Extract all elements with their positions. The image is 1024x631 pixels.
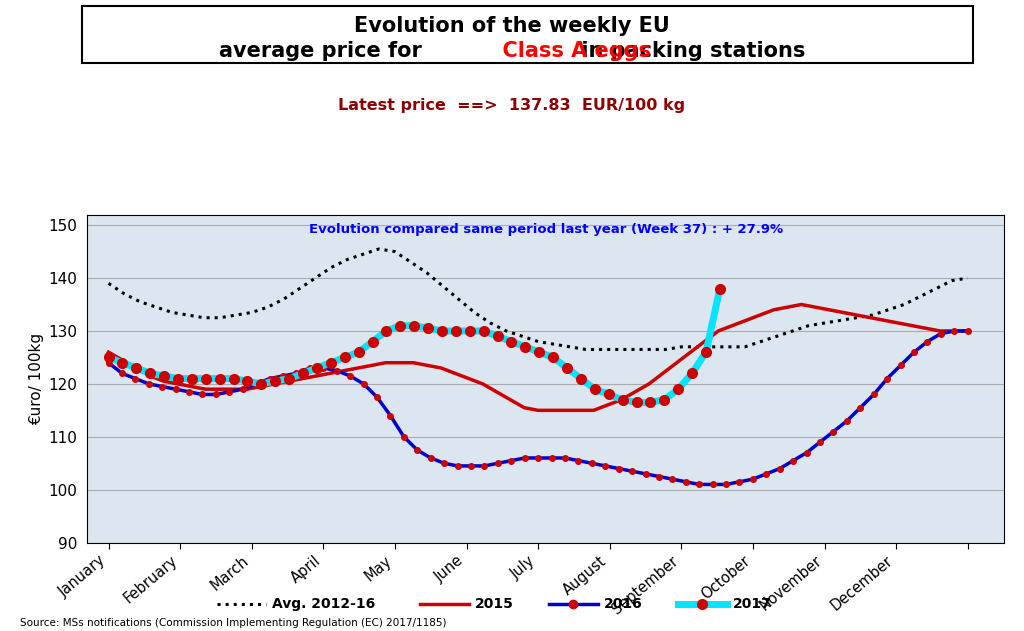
Text: Class A eggs: Class A eggs bbox=[373, 41, 651, 61]
Text: average price for                      in packing stations: average price for in packing stations bbox=[219, 41, 805, 61]
Text: Latest price  ==>  137.83  EUR/100 kg: Latest price ==> 137.83 EUR/100 kg bbox=[339, 98, 685, 113]
Text: 2017: 2017 bbox=[733, 597, 772, 611]
Text: Source: MSs notifications (Commission Implementing Regulation (EC) 2017/1185): Source: MSs notifications (Commission Im… bbox=[20, 618, 447, 628]
Text: Evolution of the weekly EU: Evolution of the weekly EU bbox=[354, 16, 670, 36]
Text: 2016: 2016 bbox=[604, 597, 643, 611]
Y-axis label: €uro/ 100kg: €uro/ 100kg bbox=[29, 333, 44, 425]
Text: 2015: 2015 bbox=[475, 597, 514, 611]
Text: Evolution compared same period last year (Week 37) : + 27.9%: Evolution compared same period last year… bbox=[309, 223, 783, 236]
Text: Avg. 2012-16: Avg. 2012-16 bbox=[272, 597, 376, 611]
